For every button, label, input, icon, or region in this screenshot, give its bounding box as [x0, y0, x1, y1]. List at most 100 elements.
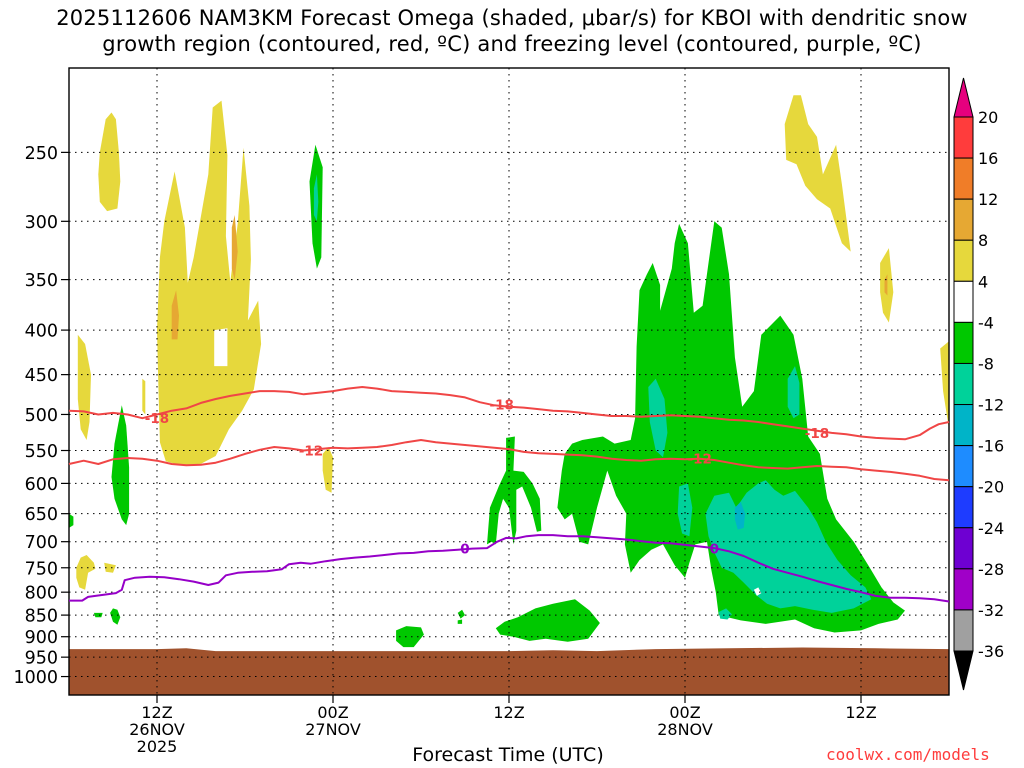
- y-tick-label-300: 300: [25, 213, 58, 233]
- colorbar-label-2: 12: [978, 190, 998, 209]
- colorbar-box-10: [953, 527, 974, 570]
- y-tick-label-900: 900: [25, 628, 58, 648]
- omega-neg4-region-8: [457, 609, 465, 619]
- dgz-contour-line-0: [68, 386, 950, 441]
- omega-holes-region-0: [214, 328, 228, 367]
- omega-neg4-region-7: [396, 626, 424, 648]
- omega-neg8-region-2: [677, 483, 693, 537]
- omega-neg8-region-3: [787, 366, 800, 419]
- colorbar-box-9: [953, 486, 974, 529]
- colorbar-label-11: -28: [978, 560, 1004, 579]
- omega-neg8-region-4: [705, 480, 872, 613]
- colorbar-label-0: 20: [978, 108, 998, 127]
- omega-neg4-region-1: [111, 405, 130, 526]
- omega-neg4-region-9: [457, 619, 463, 624]
- x-tick-label-0-1: 26NOV: [129, 720, 185, 739]
- colorbar-label-10: -24: [978, 519, 1004, 538]
- y-tick-label-500: 500: [25, 406, 58, 426]
- colorbar-box-11: [953, 568, 974, 611]
- x-tick-label-0-0: 12Z: [141, 703, 172, 722]
- plot-area: [69, 95, 949, 695]
- freezing-contour-line-0: [69, 534, 950, 603]
- colorbar-label-3: 8: [978, 231, 988, 250]
- colorbar-box-5: [953, 321, 974, 364]
- dgz-contour-label-0-0: -18: [145, 411, 169, 427]
- colorbar-box-1: [953, 157, 974, 200]
- y-tick-label-950: 950: [25, 649, 58, 669]
- dgz-contour-label-0-2: -18: [805, 426, 829, 442]
- omega-pos4-region-5: [76, 555, 96, 590]
- colorbar-box-12: [953, 609, 974, 652]
- y-tick-label-550: 550: [25, 442, 58, 462]
- colorbar-box-8: [953, 445, 974, 488]
- colorbar-label-5: -4: [978, 313, 994, 332]
- y-tick-label-700: 700: [25, 533, 58, 553]
- x-axis-label: Forecast Time (UTC): [412, 744, 604, 766]
- omega-white_inset-region-0: [753, 587, 762, 596]
- colorbar-label-1: 16: [978, 149, 998, 168]
- y-tick-label-850: 850: [25, 607, 58, 627]
- omega-pos4-region-4: [322, 447, 333, 493]
- dgz-contour-label-1-0: -12: [299, 444, 323, 460]
- omega-pos4-region-3: [142, 378, 146, 415]
- x-tick-label-1-0: 00Z: [317, 703, 348, 722]
- colorbar-label-8: -16: [978, 437, 1004, 456]
- y-tick-label-400: 400: [25, 322, 58, 342]
- freezing-contour-label-0-1: 0: [710, 542, 719, 558]
- omega-pos4-region-9: [940, 341, 949, 430]
- colorbar-top-arrow: [953, 77, 974, 118]
- chart-title-line1: 2025112606 NAM3KM Forecast Omega (shaded…: [56, 6, 968, 30]
- omega-pos4-region-2: [77, 334, 91, 440]
- omega-neg4-region-3: [93, 612, 103, 618]
- freezing-contour-label-0-0: 0: [460, 542, 469, 558]
- colorbar-box-3: [953, 239, 974, 282]
- colorbar-label-9: -20: [978, 478, 1004, 497]
- colorbar-label-7: -12: [978, 396, 1004, 415]
- x-tick-label-3-1: 28NOV: [657, 720, 713, 739]
- y-tick-label-650: 650: [25, 505, 58, 525]
- colorbar-label-6: -8: [978, 354, 994, 373]
- omega-pos4-region-7: [784, 95, 851, 252]
- omega-neg4-region-5: [487, 436, 542, 545]
- omega-neg4-region-4: [69, 513, 74, 528]
- contours: -18 -18 -18 -12 -12 0 0: [68, 386, 950, 603]
- colorbar: 20 16 12 8 4 -4 -8 -12 -16 -20 -24 -28 -32 -36: [953, 77, 1004, 691]
- colorbar-label-4: 4: [978, 272, 988, 291]
- x-tick-label-4-0: 12Z: [845, 703, 876, 722]
- dgz-contour-line-1: [68, 439, 950, 482]
- credit-text: coolwx.com/models: [826, 745, 990, 764]
- colorbar-label-13: -36: [978, 642, 1004, 661]
- x-tick-label-0-2: 2025: [137, 737, 178, 756]
- y-tick-label-250: 250: [25, 144, 58, 164]
- colorbar-box-4: [953, 280, 974, 323]
- colorbar-box-6: [953, 362, 974, 406]
- axes: 2503003504004505005506006507007508008509…: [13, 144, 876, 756]
- terrain-surface: [69, 647, 949, 695]
- omega-pos8-region-1: [231, 215, 238, 280]
- chart-title-line2: growth region (contoured, red, ºC) and f…: [102, 32, 922, 56]
- colorbar-bottom-arrow: [953, 650, 974, 691]
- x-tick-label-3-0: 00Z: [669, 703, 700, 722]
- y-tick-label-450: 450: [25, 366, 58, 386]
- omega-neg4-region-2: [110, 608, 121, 625]
- dgz-contour-label-0-1: -18: [489, 398, 513, 414]
- omega-pos8-region-0: [171, 290, 179, 340]
- x-tick-label-1-1: 27NOV: [305, 720, 361, 739]
- colorbar-box-2: [953, 198, 974, 241]
- grid: [69, 68, 949, 695]
- omega-neg8-region-5: [718, 608, 732, 620]
- omega-neg8-region-1: [648, 378, 668, 458]
- omega-neg8-region-0: [313, 174, 319, 222]
- dgz-contour-label-1-1: -12: [687, 452, 711, 468]
- y-tick-label-750: 750: [25, 559, 58, 579]
- omega-pos4-region-6: [104, 562, 116, 573]
- omega-neg12-region-0: [734, 501, 746, 530]
- colorbar-box-0: [953, 116, 974, 159]
- y-tick-label-350: 350: [25, 271, 58, 291]
- colorbar-label-12: -32: [978, 601, 1004, 620]
- y-tick-label-800: 800: [25, 584, 58, 604]
- omega-neg4-region-6: [495, 599, 600, 642]
- colorbar-box-7: [953, 404, 974, 447]
- omega-pos4-region-0: [98, 112, 121, 212]
